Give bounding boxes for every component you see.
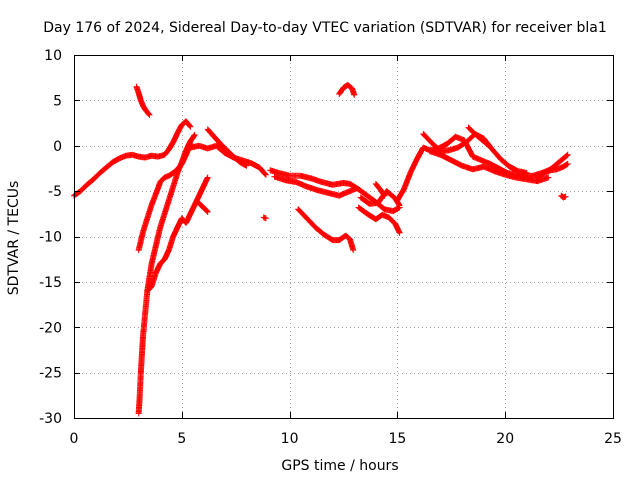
series-track-t bbox=[465, 124, 491, 148]
chart-title: Day 176 of 2024, Sidereal Day-to-day VTE… bbox=[43, 20, 606, 36]
series-track-p bbox=[372, 180, 388, 199]
series-track-m bbox=[336, 81, 358, 98]
x-tick-label: 5 bbox=[177, 431, 186, 447]
x-tick-label: 15 bbox=[388, 431, 406, 447]
series-track-i bbox=[260, 214, 269, 222]
x-tick-label: 20 bbox=[496, 431, 514, 447]
y-tick-label: -25 bbox=[39, 366, 62, 382]
x-tick-label: 25 bbox=[604, 431, 622, 447]
series-track-k bbox=[271, 173, 360, 199]
series-track-h bbox=[204, 126, 250, 169]
series-track-e bbox=[133, 83, 153, 118]
x-tick-label: 0 bbox=[70, 431, 79, 447]
x-tick-label: 10 bbox=[281, 431, 299, 447]
y-tick-label: -10 bbox=[39, 230, 62, 246]
series-track-d bbox=[144, 174, 211, 294]
series-track-v bbox=[558, 192, 569, 201]
series-track-u bbox=[534, 160, 571, 181]
y-tick-label: 5 bbox=[53, 93, 62, 109]
grid-lines bbox=[74, 55, 613, 418]
series-track-c bbox=[135, 131, 198, 417]
data-markers bbox=[71, 81, 571, 417]
y-tick-label: 0 bbox=[53, 139, 62, 155]
series-track-n bbox=[355, 204, 403, 236]
x-axis-label: GPS time / hours bbox=[281, 458, 398, 474]
y-tick-label: -15 bbox=[39, 275, 62, 291]
y-tick-label: -5 bbox=[48, 184, 62, 200]
y-tick-label: -30 bbox=[39, 411, 62, 427]
series-track-f bbox=[196, 199, 211, 215]
series-track-s bbox=[426, 148, 552, 185]
y-tick-label: -20 bbox=[39, 320, 62, 336]
y-axis-label: SDTVAR / TECUs bbox=[6, 181, 22, 296]
y-tick-label: 10 bbox=[44, 48, 62, 64]
tick-labels: 0 5 10 15 20 25 -30 -25 -20 -15 -10 -5 0 5 10 bbox=[39, 48, 622, 447]
series-track-l bbox=[295, 206, 357, 254]
axis-ticks bbox=[74, 55, 614, 419]
